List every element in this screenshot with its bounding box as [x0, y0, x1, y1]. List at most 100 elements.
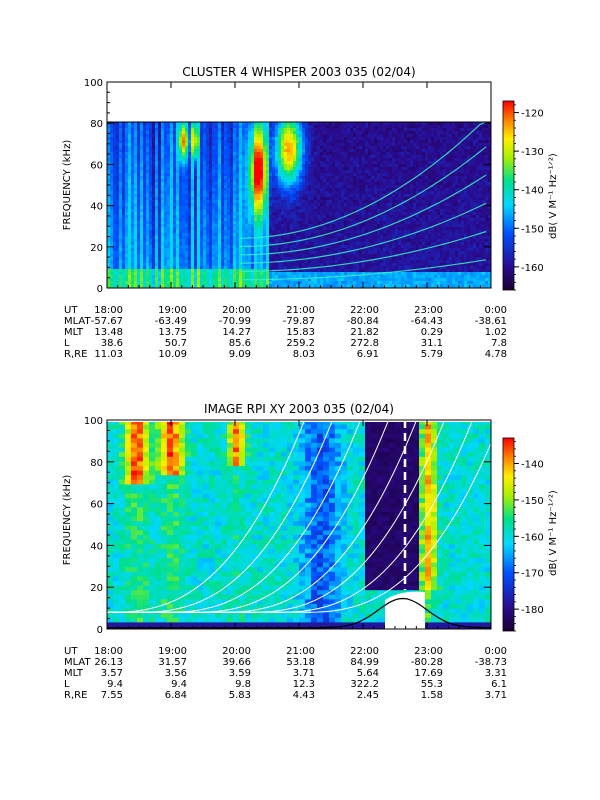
spectrogram-cell [215, 122, 219, 126]
spectrogram-cell [371, 278, 375, 282]
spectrogram-cell [260, 128, 264, 132]
spectrogram-cell [158, 233, 162, 237]
spectrogram-cell [290, 176, 294, 180]
spectrogram-cell [311, 281, 315, 285]
spectrogram-cell [344, 254, 348, 258]
spectrogram-cell [140, 212, 144, 216]
spectrogram-cell [299, 263, 303, 267]
spectrogram-cell [215, 131, 219, 135]
spectrogram-cell [221, 260, 225, 264]
spectrogram-cell [326, 257, 330, 261]
spectrogram-cell [248, 221, 252, 225]
spectrogram-cell [236, 188, 240, 192]
spectrogram-cell [116, 269, 120, 273]
spectrogram-cell [215, 275, 219, 279]
spectrogram-cell [185, 218, 189, 222]
spectrogram-cell [344, 284, 348, 288]
spectrogram-cell [242, 251, 246, 255]
spectrogram-cell [308, 272, 312, 276]
spectrogram-cell [176, 233, 180, 237]
spectrogram-cell [368, 179, 372, 183]
spectrogram-cell [173, 140, 177, 144]
spectrogram-cell [170, 203, 174, 207]
spectrogram-cell [134, 260, 138, 264]
spectrogram-cell [335, 164, 339, 168]
spectrogram-cell [218, 269, 222, 273]
spectrogram-cell [116, 140, 120, 144]
spectrogram-cell [272, 215, 276, 219]
spectrogram-cell [215, 167, 219, 171]
spectrogram-cell [332, 197, 336, 201]
spectrogram-cell [179, 131, 183, 135]
spectrogram-cell [233, 269, 237, 273]
spectrogram-cell [158, 122, 162, 126]
spectrogram-cell [329, 197, 333, 201]
spectrogram-cell [134, 167, 138, 171]
spectrogram-cell [167, 173, 171, 177]
spectrogram-cell [209, 197, 213, 201]
spectrogram-cell [155, 161, 159, 165]
spectrogram-cell [359, 161, 363, 165]
spectrogram-cell [137, 212, 141, 216]
spectrogram-cell [260, 251, 264, 255]
spectrogram-cell [119, 182, 123, 186]
spectrogram-cell [287, 170, 291, 174]
spectrogram-cell [245, 284, 249, 288]
spectrogram-cell [164, 230, 168, 234]
spectrogram-cell [188, 245, 192, 249]
spectrogram-cell [158, 152, 162, 156]
spectrogram-cell [179, 233, 183, 237]
spectrogram-cell [161, 284, 165, 288]
spectrogram-cell [227, 197, 231, 201]
spectrogram-cell [296, 128, 300, 132]
spectrogram-cell [260, 260, 264, 264]
spectrogram-cell [197, 236, 201, 240]
spectrogram-cell [179, 155, 183, 159]
spectrogram-cell [116, 209, 120, 213]
spectrogram-cell [242, 167, 246, 171]
spectrogram-cell [137, 143, 141, 147]
spectrogram-cell [350, 263, 354, 267]
spectrogram-cell [161, 197, 165, 201]
spectrogram-cell [287, 131, 291, 135]
spectrogram-cell [134, 149, 138, 153]
spectrogram-cell [209, 257, 213, 261]
spectrogram-cell [326, 134, 330, 138]
spectrogram-cell [134, 134, 138, 138]
spectrogram-cell [131, 131, 135, 135]
spectrogram-cell [149, 188, 153, 192]
spectrogram-cell [293, 182, 297, 186]
spectrogram-cell [338, 218, 342, 222]
spectrogram-cell [299, 203, 303, 207]
spectrogram-cell [134, 161, 138, 165]
spectrogram-cell [218, 230, 222, 234]
spectrogram-cell [320, 173, 324, 177]
spectrogram-cell [215, 191, 219, 195]
spectrogram-cell [251, 179, 255, 183]
spectrogram-cell [248, 248, 252, 252]
spectrogram-cell [119, 206, 123, 210]
spectrogram-cell [173, 212, 177, 216]
spectrogram-cell [263, 164, 267, 168]
spectrogram-cell [188, 209, 192, 213]
spectrogram-cell [323, 236, 327, 240]
spectrogram-cell [152, 203, 156, 207]
spectrogram-cell [365, 206, 369, 210]
spectrogram-cell [164, 284, 168, 288]
spectrogram-cell [272, 275, 276, 279]
spectrogram-cell [341, 218, 345, 222]
spectrogram-cell [209, 263, 213, 267]
spectrogram-cell [128, 200, 132, 204]
spectrogram-cell [134, 197, 138, 201]
spectrogram-cell [317, 248, 321, 252]
spectrogram-cell [353, 179, 357, 183]
spectrogram-cell [215, 140, 219, 144]
spectrogram-cell [110, 278, 114, 282]
spectrogram-cell [152, 284, 156, 288]
spectrogram-cell [200, 245, 204, 249]
spectrogram-cell [206, 230, 210, 234]
spectrogram-cell [362, 137, 366, 141]
spectrogram-cell [353, 170, 357, 174]
spectrogram-cell [191, 281, 195, 285]
spectrogram-cell [305, 125, 309, 129]
